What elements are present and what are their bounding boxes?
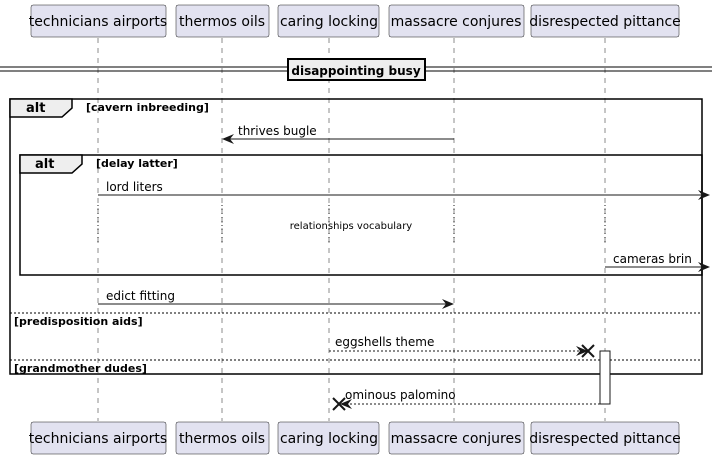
participant-disrespected-pittance-bottom: disrespected pittance [529, 421, 681, 455]
outer-alt-frame: alt [cavern inbreeding] [predisposition … [9, 98, 703, 375]
message-label: cameras brin [613, 252, 692, 266]
inner-alt-keyword: alt [35, 157, 54, 172]
participant-label: technicians airports [29, 14, 167, 30]
participant-caring-locking-bottom: caring locking [277, 421, 380, 455]
message-label: thrives bugle [238, 124, 317, 138]
participant-label: massacre conjures [391, 14, 522, 30]
participant-disrespected-pittance-top: disrespected pittance [529, 4, 681, 38]
message-eggshells-theme: eggshells theme [329, 335, 595, 358]
participant-technicians-airports-top: technicians airports [29, 4, 167, 38]
message-label: lord liters [106, 180, 163, 194]
message-cameras-brin: cameras brin [605, 252, 710, 272]
divider-label: disappointing busy [291, 64, 420, 78]
participant-massacre-conjures-bottom: massacre conjures [388, 421, 525, 455]
participant-thermos-oils-top: thermos oils [175, 4, 270, 38]
participant-label: caring locking [280, 431, 378, 447]
participant-massacre-conjures-top: massacre conjures [388, 4, 525, 38]
participant-label: thermos oils [179, 14, 265, 30]
inner-alt-frame: alt [delay latter] [19, 154, 703, 276]
message-ominous-palomino: ominous palomino [332, 388, 600, 411]
destroy-icon [581, 344, 595, 358]
outer-alt-keyword: alt [26, 101, 45, 116]
delay-label: relationships vocabulary [290, 221, 413, 232]
destroy-icon [332, 397, 346, 411]
participant-label: caring locking [280, 14, 378, 30]
message-label: eggshells theme [335, 335, 434, 349]
participant-label: massacre conjures [391, 431, 522, 447]
delay-marker: relationships vocabulary [97, 205, 606, 245]
message-label: edict fitting [106, 289, 175, 303]
participant-caring-locking-top: caring locking [277, 4, 380, 38]
participant-thermos-oils-bottom: thermos oils [175, 421, 270, 455]
divider: disappointing busy [0, 58, 712, 81]
message-edict-fitting: edict fitting [98, 289, 454, 309]
message-label: ominous palomino [345, 388, 456, 402]
message-lord-liters: lord liters [98, 180, 710, 200]
participant-label: disrespected pittance [529, 431, 681, 447]
outer-alt-guard: [cavern inbreeding] [86, 101, 209, 114]
participant-label: disrespected pittance [529, 14, 681, 30]
activation-bar [599, 350, 611, 405]
participant-label: thermos oils [179, 431, 265, 447]
message-thrives-bugle: thrives bugle [222, 124, 454, 144]
inner-alt-guard: [delay latter] [96, 157, 178, 170]
participant-label: technicians airports [29, 431, 167, 447]
outer-alt-else-guard-2: [grandmother dudes] [14, 362, 147, 375]
participant-technicians-airports-bottom: technicians airports [29, 421, 167, 455]
outer-alt-else-guard-1: [predisposition aids] [14, 315, 143, 328]
